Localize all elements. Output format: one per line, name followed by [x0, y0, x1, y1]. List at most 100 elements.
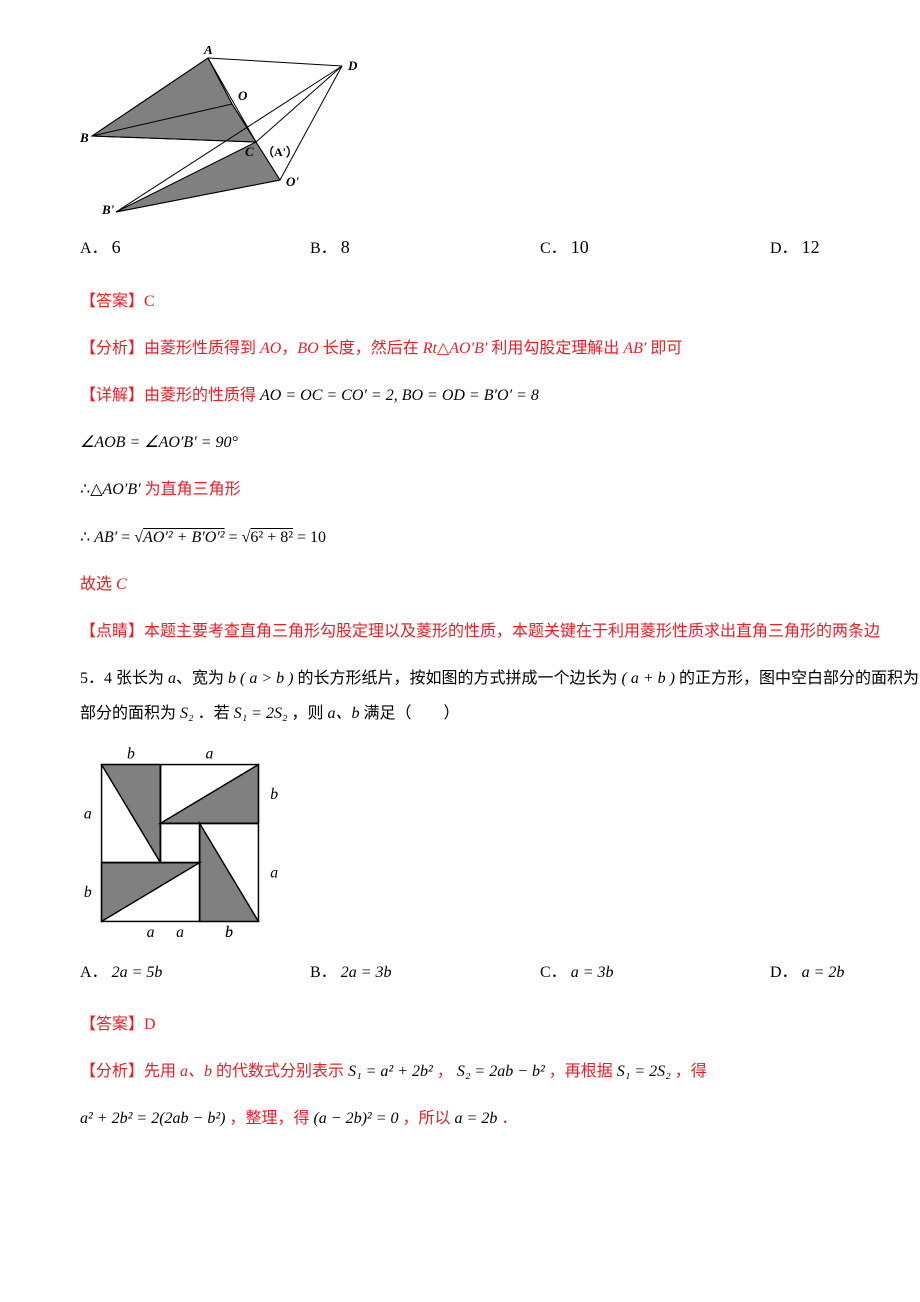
opt-value: a = 3b	[571, 964, 614, 981]
m: S₁ = 2S₂	[617, 1063, 671, 1080]
opt-value: a = 2b	[802, 964, 845, 981]
t: ，整理，得	[225, 1110, 313, 1127]
q4-angle-line: ∠AOB = ∠AO′B′ = 90°	[80, 425, 920, 460]
answer-label: 【答案】	[80, 1016, 144, 1033]
t: =	[225, 529, 242, 546]
q5-stem: 5．4 张长为 a、宽为 b ( a > b ) 的长方形纸片，按如图的方式拼成…	[80, 661, 920, 731]
m: ∠AOB = ∠AO′B′ = 90°	[80, 434, 238, 451]
t: 的正方形，图中空白部分的面积为	[675, 670, 920, 687]
opt-label: C．	[540, 240, 567, 257]
t: 由菱形的性质得	[144, 387, 260, 404]
m: AO′² + B′O′²	[143, 529, 225, 546]
opt-label: B．	[310, 964, 337, 981]
t: ，则	[288, 705, 328, 722]
m: a、b	[328, 705, 360, 722]
t: 长度，然后在	[319, 340, 423, 357]
t: 由菱形性质得到	[144, 340, 260, 357]
t: 的代数式分别表示	[212, 1063, 348, 1080]
analysis-label: 【分析】	[80, 340, 144, 357]
m: AO′B′	[103, 481, 141, 498]
opt-value: 10	[571, 237, 589, 257]
q4-option-d: D． 12	[770, 228, 920, 268]
m: S₂	[180, 705, 194, 722]
opt-value: 6	[112, 237, 121, 257]
triangle-icon: △	[90, 481, 102, 498]
svg-text:B: B	[80, 130, 89, 145]
figure-square: bababaabab	[80, 743, 920, 943]
svg-text:A: A	[203, 46, 213, 57]
t: 、宽为	[176, 670, 228, 687]
t: ∴	[80, 529, 94, 546]
q5-answer: 【答案】D	[80, 1007, 920, 1042]
t: ，得	[671, 1063, 707, 1080]
t: ，	[433, 1063, 457, 1080]
opt-value: 12	[802, 237, 820, 257]
t: 利用勾股定理解出	[487, 340, 623, 357]
q4-answer: 【答案】C	[80, 284, 920, 319]
m: 6² + 8²	[250, 529, 293, 546]
answer-label: 【答案】	[80, 293, 144, 310]
t: 即可	[646, 340, 682, 357]
m: BO	[297, 340, 318, 357]
t: ，再根据	[545, 1063, 617, 1080]
q4-option-a: A． 6	[80, 228, 310, 268]
opt-value: 8	[341, 237, 350, 257]
svg-text:O: O	[238, 88, 248, 103]
m: AO′B′	[449, 340, 487, 357]
q5-option-b: B． 2a = 3b	[310, 955, 540, 990]
m: S₁ = a² + 2b²	[348, 1063, 433, 1080]
m: AO	[260, 340, 281, 357]
q5-analysis-line1: 【分析】先用 a、b 的代数式分别表示 S₁ = a² + 2b² ， S₂ =…	[80, 1054, 920, 1089]
q5-option-a: A． 2a = 5b	[80, 955, 310, 990]
t: 先用	[144, 1063, 180, 1080]
svg-text:a: a	[270, 865, 278, 882]
q4-conclusion: 故选 C	[80, 567, 920, 602]
svg-text:b: b	[127, 746, 135, 763]
opt-label: D．	[770, 240, 798, 257]
t: =	[117, 529, 134, 546]
t: ∴	[80, 481, 90, 498]
m: AO = OC = CO′ = 2, BO = OD = B′O′ = 8	[260, 387, 539, 404]
m: AB′	[94, 529, 117, 546]
q5-option-d: D． a = 2b	[770, 955, 920, 990]
t: 满足（ ）	[360, 705, 460, 722]
t: ．	[497, 1110, 517, 1127]
opt-label: A．	[80, 964, 108, 981]
m: ( a + b )	[622, 670, 675, 687]
svg-text:a: a	[84, 806, 92, 823]
detail-label: 【详解】	[80, 387, 144, 404]
q4-calc: ∴ AB′ = √AO′² + B′O′² = √6² + 8² = 10	[80, 520, 920, 555]
q4-therefore-1: ∴△AO′B′ 为直角三角形	[80, 472, 920, 507]
t: 4 张长为	[104, 670, 168, 687]
triangle-icon: △	[437, 340, 449, 357]
m: S₂ = 2ab − b²	[457, 1063, 545, 1080]
svg-text:a: a	[147, 925, 155, 942]
q5-options: A． 2a = 5b B． 2a = 3b C． a = 3b D． a = 2…	[80, 955, 920, 990]
m: a	[168, 670, 176, 687]
opt-label: D．	[770, 964, 798, 981]
svg-text:b: b	[225, 925, 233, 942]
figure-rhombus: ADOC（A'）BO'B'	[80, 46, 920, 216]
svg-text:b: b	[270, 786, 278, 803]
m: a = 2b	[455, 1110, 498, 1127]
m: Rt	[423, 340, 437, 357]
q4-analysis: 【分析】由菱形性质得到 AO，BO 长度，然后在 Rt△AO′B′ 利用勾股定理…	[80, 331, 920, 366]
figure-rhombus-svg: ADOC（A'）BO'B'	[80, 46, 360, 216]
m: = 10	[293, 529, 326, 546]
dianjing-label: 【点睛】	[80, 623, 144, 640]
q5-option-c: C． a = 3b	[540, 955, 770, 990]
t: 本题主要考查直角三角形勾股定理以及菱形的性质，本题关键在于利用菱形性质求出直角三…	[144, 623, 880, 640]
t: 的长方形纸片，按如图的方式拼成一个边长为	[294, 670, 622, 687]
svg-text:D: D	[347, 58, 358, 73]
m: b ( a > b )	[228, 670, 293, 687]
q4-detail: 【详解】由菱形的性质得 AO = OC = CO′ = 2, BO = OD =…	[80, 378, 920, 413]
svg-text:a: a	[205, 746, 213, 763]
t: ，	[281, 340, 297, 357]
t: ．若	[194, 705, 234, 722]
q4-option-b: B． 8	[310, 228, 540, 268]
svg-text:a: a	[176, 925, 184, 942]
opt-label: B．	[310, 240, 337, 257]
svg-text:O': O'	[286, 174, 299, 189]
svg-text:b: b	[84, 884, 92, 901]
q5-number: 5．	[80, 670, 104, 687]
